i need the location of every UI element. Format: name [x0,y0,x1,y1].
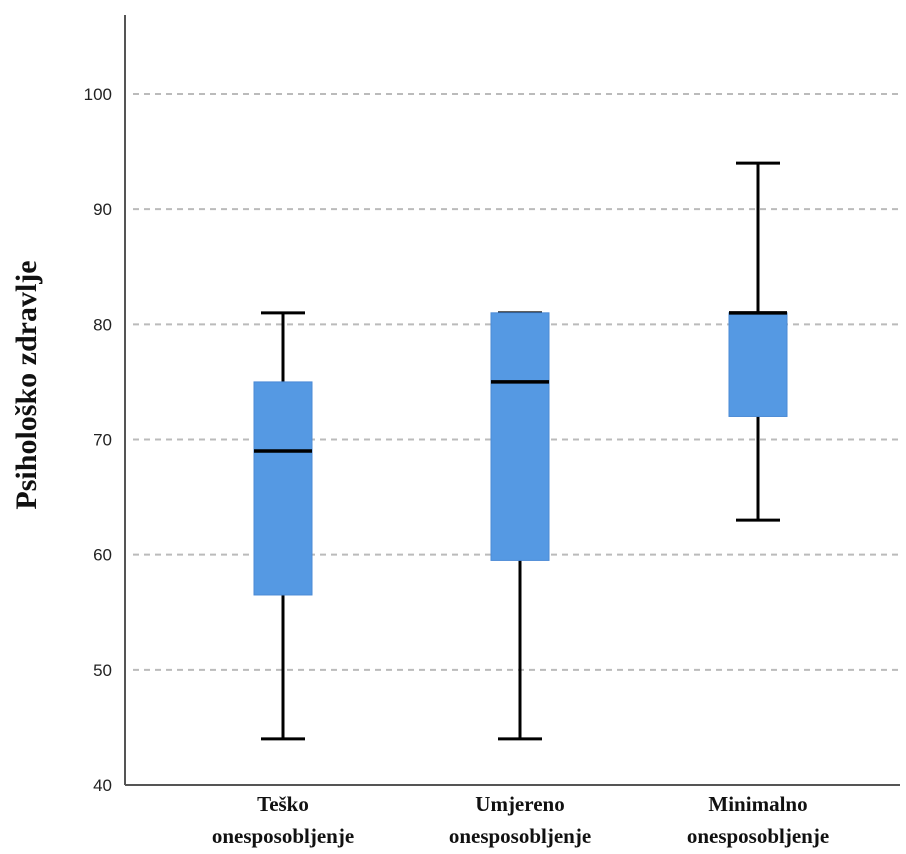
box-group-2 [490,311,550,741]
y-tick-label-40: 40 [93,776,112,795]
x-category-label-2-line2: onesposobljenje [449,824,591,848]
y-tick-labels: 40 50 60 70 80 90 100 [84,85,112,795]
y-tick-label-80: 80 [93,315,112,334]
y-tick-label-50: 50 [93,661,112,680]
x-category-label-2-line1: Umjereno [475,792,564,816]
y-tick-label-60: 60 [93,546,112,565]
x-category-label-1-line2: onesposobljenje [212,824,354,848]
box-group-1 [253,311,313,741]
x-category-label-3-line2: onesposobljenje [687,824,829,848]
axes [124,15,900,786]
box-group-3 [728,161,788,522]
y-tick-label-90: 90 [93,200,112,219]
x-category-label-3-line1: Minimalno [708,792,807,816]
x-category-labels: Teško onesposobljenje Umjereno onesposoblje… [212,792,829,848]
iqr-box [253,381,313,596]
iqr-box [728,312,788,417]
iqr-box [490,312,550,561]
y-axis-title: Psihološko zdravlje [10,260,43,509]
y-tick-label-70: 70 [93,431,112,450]
y-tick-label-100: 100 [84,85,112,104]
x-category-label-1-line1: Teško [257,792,309,816]
boxes [253,161,788,741]
